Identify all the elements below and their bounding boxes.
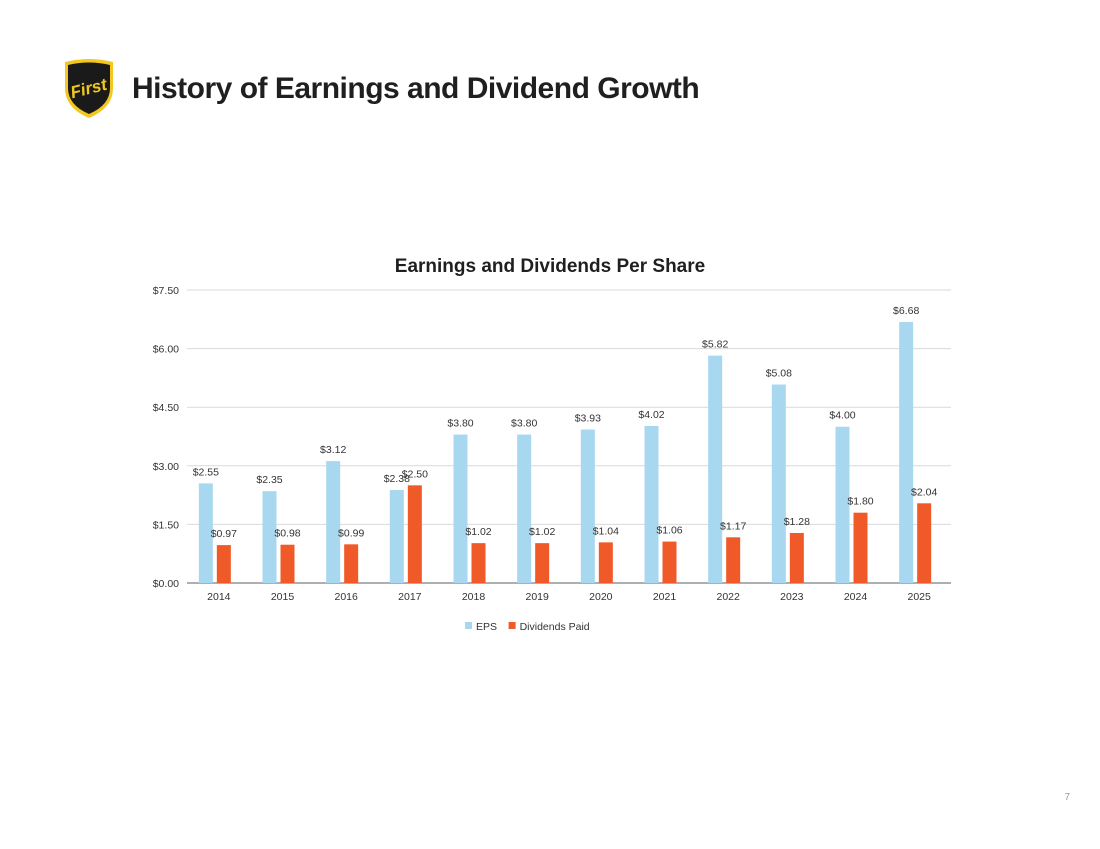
y-tick-label: $1.50: [153, 519, 179, 531]
legend: EPS Dividends Paid: [465, 621, 590, 633]
y-tick-label: $4.50: [153, 402, 179, 414]
x-tick-label: 2019: [525, 591, 549, 603]
data-label: $4.00: [829, 410, 855, 422]
page-title: History of Earnings and Dividend Growth: [132, 72, 700, 105]
eps-bar: [771, 384, 786, 583]
data-label: $1.17: [720, 520, 746, 532]
dividends-bar: [917, 503, 932, 583]
legend-label: EPS: [476, 621, 497, 633]
data-label: $3.80: [511, 418, 537, 430]
legend-swatch: [465, 622, 472, 629]
x-tick-label: 2015: [271, 591, 295, 603]
x-tick-label: 2017: [398, 591, 422, 603]
y-axis-ticks: $0.00 $1.50 $3.00 $4.50 $6.00 $7.50: [153, 285, 179, 590]
data-label: $3.80: [447, 418, 473, 430]
data-label: $2.38: [384, 473, 410, 485]
data-label: $1.02: [465, 526, 491, 538]
x-tick-label: 2016: [334, 591, 358, 603]
legend-label: Dividends Paid: [520, 621, 590, 633]
dividends-bar: [535, 543, 550, 583]
data-label: $2.55: [193, 466, 219, 478]
data-label: $4.02: [638, 409, 664, 421]
data-label: $5.82: [702, 339, 728, 351]
data-label: $1.28: [784, 516, 810, 528]
data-label: $3.12: [320, 444, 346, 456]
data-label: $1.04: [593, 525, 619, 537]
data-labels: $2.55 $0.97 $2.35 $0.98 $3.12 $0.99 $2.38$2.50…: [193, 305, 938, 540]
dividends-bar: [280, 544, 295, 583]
slide-header: First History of Earnings and Dividend G…: [62, 58, 700, 120]
data-label: $2.50: [402, 468, 428, 480]
eps-bar: [389, 490, 404, 583]
eps-bar: [708, 355, 723, 583]
y-tick-label: $6.00: [153, 344, 179, 356]
eps-bar: [517, 434, 532, 583]
eps-bar: [262, 491, 277, 583]
x-tick-label: 2024: [844, 591, 868, 603]
data-label: $2.35: [256, 474, 282, 486]
data-label: $6.68: [893, 305, 919, 317]
eps-bar: [453, 434, 468, 583]
dividends-bar: [789, 532, 804, 583]
x-tick-label: 2018: [462, 591, 486, 603]
y-tick-label: $7.50: [153, 285, 179, 297]
page-number: 7: [1064, 792, 1070, 803]
data-label: $1.06: [656, 525, 682, 537]
dividends-bar: [726, 537, 741, 583]
x-tick-label: 2022: [716, 591, 740, 603]
dividends-bar: [853, 512, 868, 583]
y-tick-label: $3.00: [153, 461, 179, 473]
dividends-bar: [344, 544, 359, 583]
eps-bar: [835, 426, 850, 583]
data-label: $1.02: [529, 526, 555, 538]
y-tick-label: $0.00: [153, 578, 179, 590]
data-label: $0.99: [338, 527, 364, 539]
x-tick-label: 2025: [907, 591, 931, 603]
logo-shield-inner: [68, 62, 110, 114]
dividends-bar: [662, 541, 677, 583]
data-label: $2.04: [911, 486, 937, 498]
legend-swatch: [508, 622, 516, 629]
data-label: $1.80: [847, 496, 873, 508]
dividends-bar: [407, 485, 422, 583]
dividends-bar: [598, 542, 613, 583]
data-label: $0.98: [274, 528, 300, 540]
eps-bar: [326, 461, 341, 583]
bars: [198, 322, 932, 583]
gridlines: [187, 289, 951, 584]
x-tick-label: 2023: [780, 591, 804, 603]
dividends-bar: [216, 545, 231, 583]
chart-title: Earnings and Dividends Per Share: [395, 256, 705, 277]
eps-bar: [580, 429, 595, 583]
x-tick-label: 2021: [653, 591, 677, 603]
x-tick-label: 2020: [589, 591, 613, 603]
data-label: $0.97: [211, 528, 237, 540]
data-label: $5.08: [766, 368, 792, 380]
eps-bar: [198, 483, 213, 583]
eps-bar: [644, 425, 659, 583]
eps-bar: [899, 322, 914, 583]
data-label: $3.93: [575, 412, 601, 424]
x-tick-label: 2014: [207, 591, 231, 603]
company-logo: First: [65, 59, 113, 118]
dividends-bar: [471, 543, 486, 583]
x-axis-ticks: 2014 2015 2016 2017 2018 2019 2020 2021 2022 2023…: [207, 591, 931, 603]
